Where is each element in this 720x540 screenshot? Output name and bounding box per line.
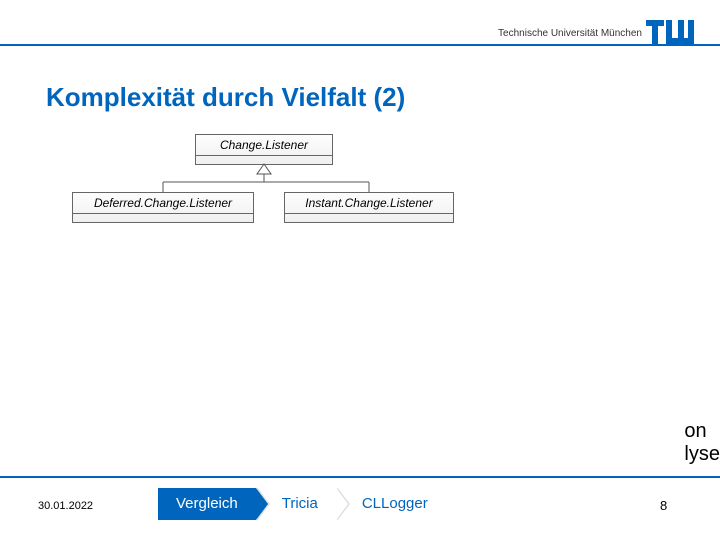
- uml-class-child-right-body: [285, 214, 453, 222]
- breadcrumb-item-2-label: CLLogger: [362, 495, 428, 512]
- cutoff-text-line2: lyse: [684, 443, 720, 466]
- footer-separator: [0, 476, 720, 478]
- page-title: Komplexität durch Vielfalt (2): [46, 82, 405, 113]
- slide: Technische Universität München Komplexit…: [0, 0, 720, 540]
- uml-class-parent-label: Change.Listener: [196, 135, 332, 156]
- uml-generalization-connector: [72, 160, 454, 196]
- tum-logo-shape: [646, 20, 694, 44]
- uml-class-child-right: Instant.Change.Listener: [284, 192, 454, 223]
- breadcrumb-item-0[interactable]: Vergleich: [158, 488, 256, 520]
- breadcrumb-item-1-label: Tricia: [282, 495, 318, 512]
- breadcrumb-item-2[interactable]: CLLogger: [336, 488, 446, 520]
- uml-generalization-arrow-icon: [257, 164, 271, 174]
- page-number: 8: [660, 498, 667, 513]
- uml-class-child-left-body: [73, 214, 253, 222]
- cutoff-text: on lyse: [684, 420, 720, 466]
- uml-class-child-left-label: Deferred.Change.Listener: [73, 193, 253, 214]
- footer-date: 30.01.2022: [38, 500, 93, 512]
- breadcrumb-item-0-label: Vergleich: [176, 495, 238, 512]
- header-separator: [0, 44, 720, 46]
- breadcrumb: Vergleich Tricia CLLogger: [158, 488, 446, 520]
- uml-class-child-right-label: Instant.Change.Listener: [285, 193, 453, 214]
- tum-logo-icon: [646, 20, 694, 44]
- university-name: Technische Universität München: [498, 28, 642, 39]
- uml-class-child-left: Deferred.Change.Listener: [72, 192, 254, 223]
- cutoff-text-line1: on: [684, 420, 720, 443]
